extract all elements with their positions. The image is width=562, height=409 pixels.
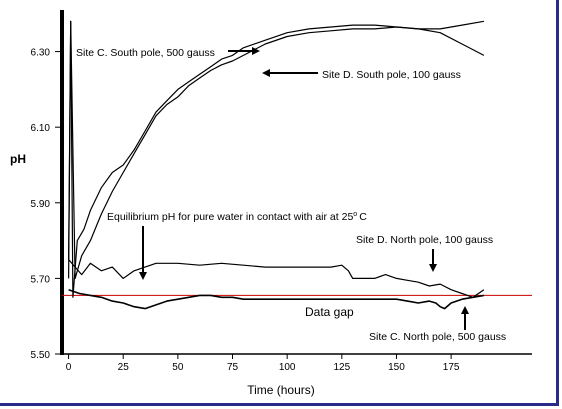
series-line-3 bbox=[68, 259, 485, 298]
tick-group: 0 25 50 75 100 125 150 175 5.50 5.70 5.90 6.10 6.30 bbox=[31, 48, 460, 373]
equilibrium-text: Equilibrium pH for pure water in contact… bbox=[107, 211, 353, 223]
x-tick-label: 125 bbox=[333, 362, 350, 373]
x-tick-label: 175 bbox=[443, 362, 460, 373]
y-axis-title: pH bbox=[10, 152, 26, 166]
label-equilibrium: Equilibrium pH for pure water in contact… bbox=[107, 211, 367, 223]
equilibrium-unit: C bbox=[359, 211, 367, 223]
x-tick-label: 75 bbox=[227, 362, 239, 373]
y-tick-label: 5.70 bbox=[31, 274, 51, 285]
x-axis-title: Time (hours) bbox=[247, 383, 315, 397]
series-line-4 bbox=[68, 288, 485, 310]
label-site-c-south: Site C. South pole, 500 gauss bbox=[76, 47, 215, 59]
y-tick-label: 5.50 bbox=[31, 350, 51, 361]
x-tick-label: 150 bbox=[388, 362, 405, 373]
label-site-d-south: Site D. South pole, 100 gauss bbox=[322, 69, 461, 81]
series-line-1 bbox=[68, 20, 485, 298]
y-tick-label: 6.30 bbox=[31, 48, 51, 59]
label-site-d-north: Site D. North pole, 100 gauss bbox=[356, 234, 493, 246]
y-tick-label: 5.90 bbox=[31, 199, 51, 210]
plot-area bbox=[62, 20, 532, 310]
label-site-c-north: Site C. North pole, 500 gauss bbox=[369, 331, 506, 343]
label-data-gap: Data gap bbox=[305, 305, 354, 319]
equilibrium-degree: o bbox=[353, 211, 357, 218]
x-tick-label: 50 bbox=[172, 362, 184, 373]
series-line-2 bbox=[68, 20, 485, 279]
y-tick-label: 6.10 bbox=[31, 123, 51, 134]
x-tick-label: 0 bbox=[66, 362, 72, 373]
x-tick-label: 25 bbox=[118, 362, 130, 373]
x-tick-label: 100 bbox=[279, 362, 296, 373]
